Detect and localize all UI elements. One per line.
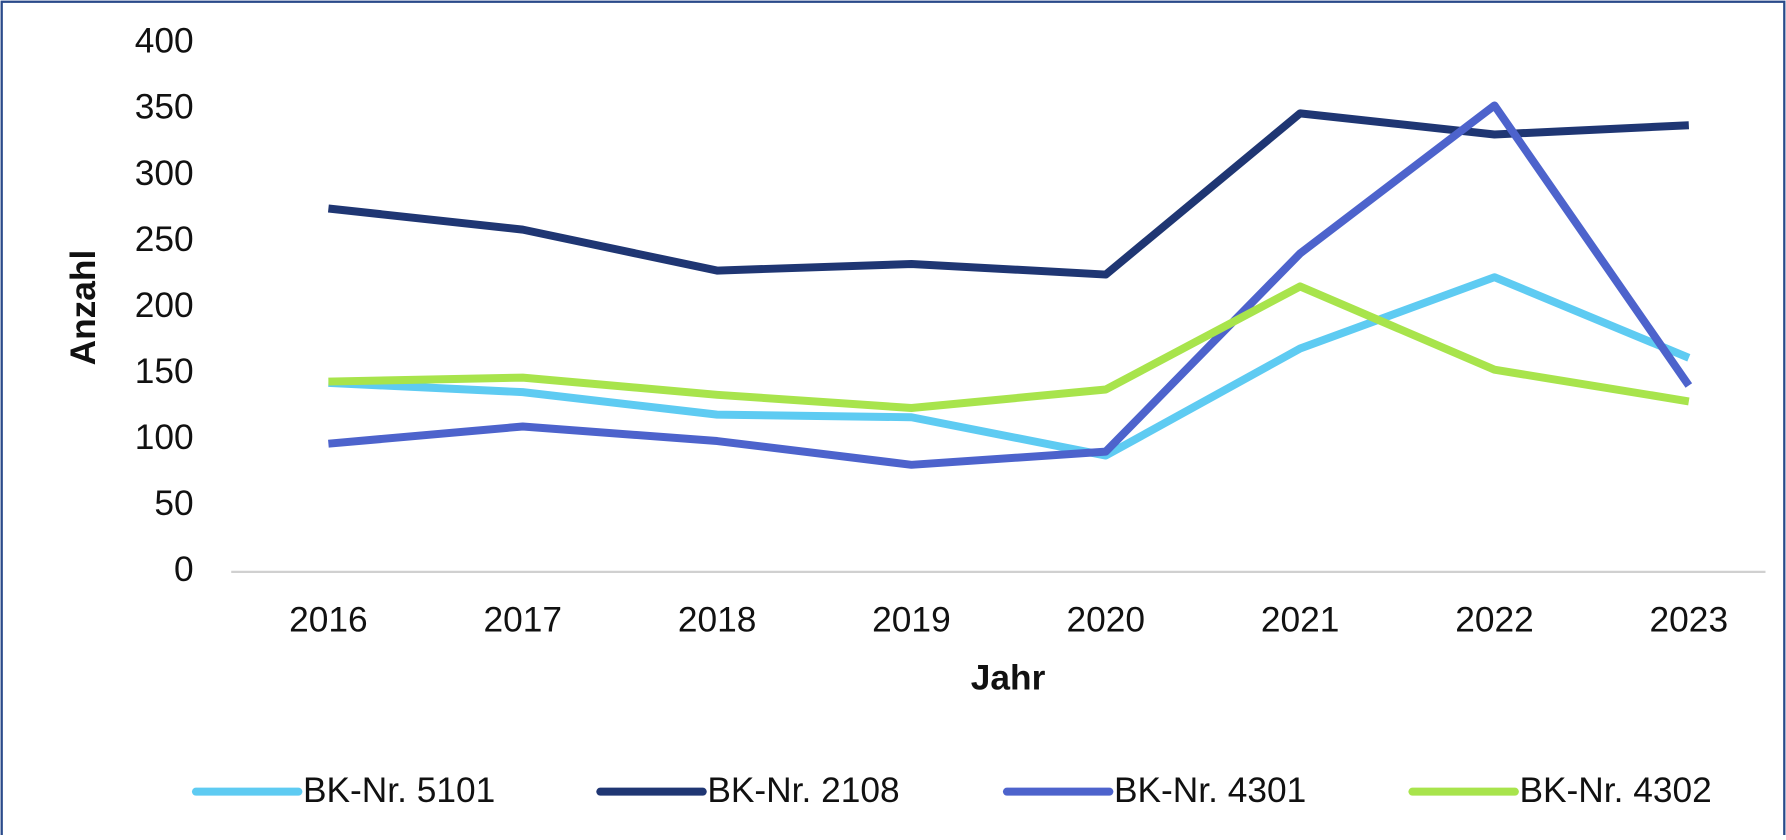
x-tick-label: 2022 — [1455, 600, 1534, 639]
x-tick-label: 2019 — [872, 600, 951, 639]
y-tick-label: 50 — [154, 484, 193, 523]
legend-label: BK-Nr. 4302 — [1519, 771, 1711, 810]
y-tick-label: 200 — [135, 286, 194, 325]
y-tick-label: 300 — [135, 154, 194, 193]
y-axis-label: Anzahl — [64, 250, 103, 366]
series-line — [328, 273, 1691, 460]
y-tick-label: 400 — [135, 22, 194, 61]
x-tick-label: 2020 — [1067, 600, 1146, 639]
series-line — [328, 282, 1690, 412]
x-tick-label: 2016 — [289, 600, 368, 639]
legend-label: BK-Nr. 5101 — [303, 771, 495, 810]
legend-label: BK-Nr. 4301 — [1114, 771, 1306, 810]
y-tick-label: 0 — [174, 550, 194, 589]
series-line — [328, 101, 1693, 469]
x-tick-label: 2018 — [678, 600, 757, 639]
y-tick-label: 150 — [135, 352, 194, 391]
x-axis-label: Jahr — [971, 658, 1046, 697]
y-tick-label: 350 — [135, 88, 194, 127]
y-tick-label: 100 — [135, 418, 194, 457]
x-tick-label: 2023 — [1650, 600, 1729, 639]
x-tick-label: 2021 — [1261, 600, 1340, 639]
x-tick-label: 2017 — [483, 600, 562, 639]
legend-label: BK-Nr. 2108 — [707, 771, 899, 810]
y-tick-label: 250 — [135, 220, 194, 259]
